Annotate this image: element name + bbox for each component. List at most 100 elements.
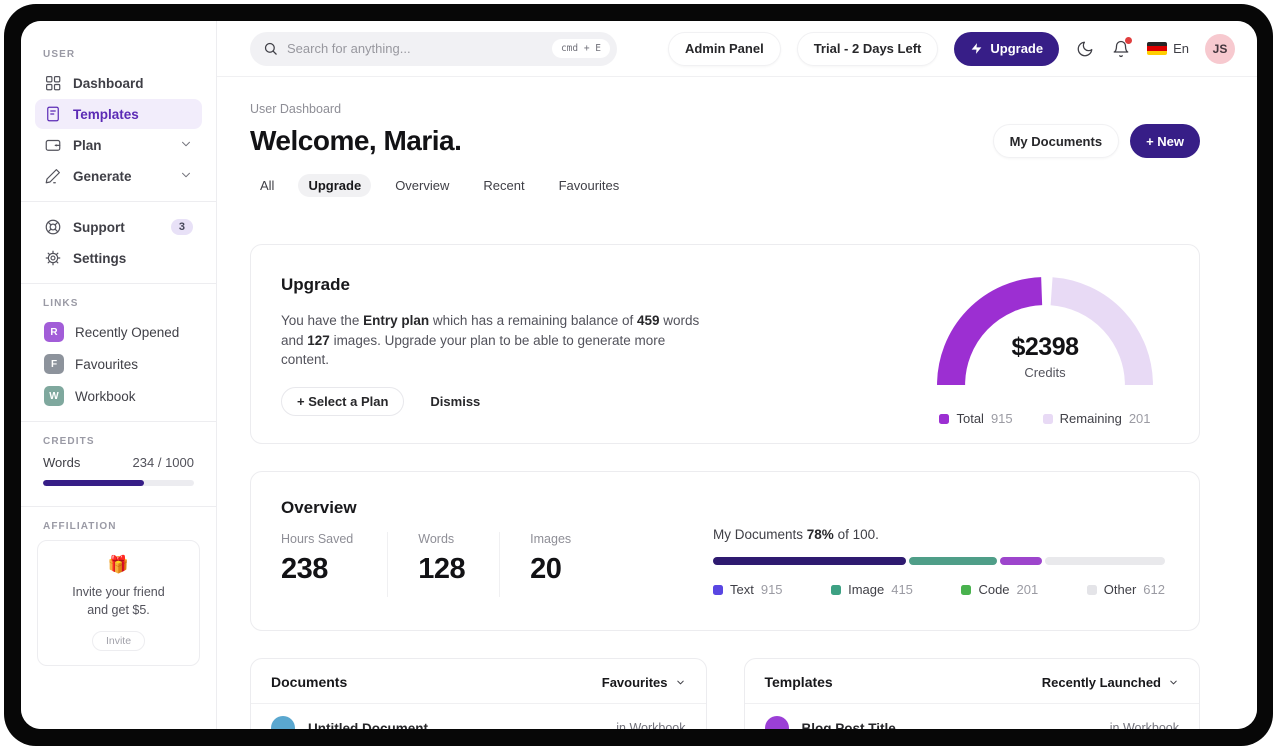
tab-favourites[interactable]: Favourites: [558, 178, 620, 193]
sidebar-item-generate[interactable]: Generate: [35, 161, 202, 191]
credits-value: 234 / 1000: [132, 455, 194, 470]
link-label: Workbook: [75, 388, 136, 404]
upgrade-button[interactable]: Upgrade: [954, 31, 1060, 66]
link-initial-badge: R: [44, 322, 64, 342]
divider: [21, 201, 216, 202]
upgrade-card-title: Upgrade: [281, 275, 350, 294]
divider: [21, 506, 216, 507]
bar-legend: Text 915 Image 415 Code 201: [713, 582, 1165, 597]
upgrade-card-body: You have the Entry plan which has a rema…: [281, 313, 700, 368]
affiliation-card: 🎁 Invite your friend and get $5. Invite: [37, 540, 200, 667]
select-plan-button[interactable]: + Select a Plan: [281, 386, 405, 416]
sidebar-section-affiliation: AFFILIATION: [43, 521, 117, 532]
documents-filter-dropdown[interactable]: Favourites: [602, 675, 686, 690]
half-donut-chart: [937, 277, 1153, 386]
upgrade-button-label: Upgrade: [990, 41, 1044, 56]
search-input[interactable]: Search for anything... cmd + E: [250, 31, 617, 66]
legend-item-total: Total 915: [939, 411, 1013, 426]
user-avatar[interactable]: JS: [1205, 33, 1235, 64]
legend-swatch: [1042, 413, 1053, 424]
templates-card: Templates Recently Launched Blog Post Ti…: [743, 658, 1200, 729]
affiliation-line2: and get $5.: [87, 603, 150, 618]
bar-segment-code: [999, 557, 1043, 565]
template-location: in Workbook: [1109, 721, 1179, 729]
sidebar-item-label: Plan: [73, 137, 102, 153]
sidebar-item-dashboard[interactable]: Dashboard: [35, 68, 202, 98]
sidebar-link-workbook[interactable]: W Workbook: [35, 381, 202, 411]
tab-all[interactable]: All: [260, 178, 275, 193]
sidebar-link-recently-opened[interactable]: R Recently Opened: [35, 317, 202, 347]
notifications-button[interactable]: [1111, 36, 1133, 59]
dismiss-button[interactable]: Dismiss: [430, 393, 481, 409]
progress-caption: My Documents 78% of 100.: [713, 527, 879, 542]
sidebar: USER Dashboard Templates Plan Generate S…: [21, 21, 217, 729]
admin-panel-button[interactable]: Admin Panel: [667, 31, 781, 66]
sidebar-section-credits: CREDITS: [43, 436, 95, 447]
link-initial-badge: F: [44, 354, 64, 374]
my-documents-button[interactable]: My Documents: [992, 124, 1120, 158]
sidebar-item-label: Dashboard: [73, 75, 144, 91]
upgrade-card: Upgrade You have the Entry plan which ha…: [250, 244, 1200, 444]
trial-status-badge[interactable]: Trial - 2 Days Left: [796, 31, 939, 66]
divider: [21, 283, 216, 284]
legend-swatch: [1086, 584, 1097, 595]
documents-card-title: Documents: [271, 674, 348, 690]
template-list-item[interactable]: Blog Post Title in Workbook: [745, 704, 1200, 729]
credits-progress-fill: [43, 480, 145, 486]
sidebar-section-links: LINKS: [43, 298, 79, 309]
stat-images: Images 20: [499, 532, 605, 597]
legend-swatch: [961, 584, 972, 595]
sidebar-item-support[interactable]: Support 3: [35, 212, 202, 242]
page-title: Welcome, Maria.: [250, 125, 462, 156]
tab-recent[interactable]: Recent: [483, 178, 525, 193]
template-title: Blog Post Title: [801, 720, 896, 730]
link-label: Recently Opened: [75, 324, 180, 340]
sidebar-item-label: Settings: [73, 250, 127, 266]
legend-swatch: [831, 584, 842, 595]
template-avatar: [764, 716, 789, 729]
templates-filter-dropdown[interactable]: Recently Launched: [1042, 675, 1179, 690]
sidebar-item-label: Support: [73, 219, 125, 235]
legend-swatch: [939, 413, 950, 424]
document-avatar: [271, 716, 295, 729]
search-placeholder: Search for anything...: [287, 41, 411, 56]
chevron-down-icon: [1170, 680, 1177, 684]
sidebar-item-templates[interactable]: Templates: [35, 99, 202, 129]
legend-item-other: Other 612: [1086, 582, 1165, 597]
sidebar-item-settings[interactable]: Settings: [35, 243, 202, 273]
wallet-icon: [45, 139, 61, 151]
app-window: USER Dashboard Templates Plan Generate S…: [21, 21, 1257, 729]
document-list-item[interactable]: Untitled Document in Workbook: [251, 704, 706, 729]
tab-bar: All Upgrade Overview Recent Favourites: [250, 174, 1200, 197]
gauge-amount: $2398: [1011, 333, 1079, 361]
chevron-down-icon: [179, 137, 193, 154]
search-icon: [264, 42, 277, 55]
tab-overview[interactable]: Overview: [395, 178, 450, 193]
invite-button[interactable]: Invite: [91, 631, 146, 652]
new-button[interactable]: + New: [1130, 124, 1200, 158]
bar-segment-other: [1045, 557, 1165, 565]
legend-item-code: Code 201: [961, 582, 1038, 597]
bell-icon: [1113, 40, 1129, 57]
sidebar-section-user: USER: [43, 49, 76, 60]
overview-card-title: Overview: [281, 498, 357, 517]
pencil-icon: [45, 169, 60, 184]
notification-dot: [1125, 36, 1133, 44]
search-shortcut-hint: cmd + E: [551, 39, 610, 58]
credits-label: Words: [43, 455, 81, 470]
affiliation-text: Invite your friend and get $5.: [48, 583, 189, 619]
topbar: Search for anything... cmd + E Admin Pan…: [217, 21, 1257, 77]
grid-icon: [46, 76, 61, 91]
language-label: En: [1173, 41, 1189, 56]
sidebar-link-favourites[interactable]: F Favourites: [35, 349, 202, 379]
document-title: Untitled Document: [308, 720, 428, 730]
language-selector[interactable]: En: [1147, 41, 1189, 56]
sidebar-item-plan[interactable]: Plan: [35, 130, 202, 160]
credits-gauge: $2398 Credits Total 915 Remaining 201: [925, 277, 1165, 443]
stat-words: Words 128: [387, 532, 499, 597]
lifebuoy-icon: [45, 219, 61, 235]
support-count-badge: 3: [170, 219, 193, 235]
germany-flag-icon: [1147, 42, 1168, 55]
tab-upgrade[interactable]: Upgrade: [298, 174, 372, 197]
dark-mode-toggle[interactable]: [1075, 39, 1095, 59]
